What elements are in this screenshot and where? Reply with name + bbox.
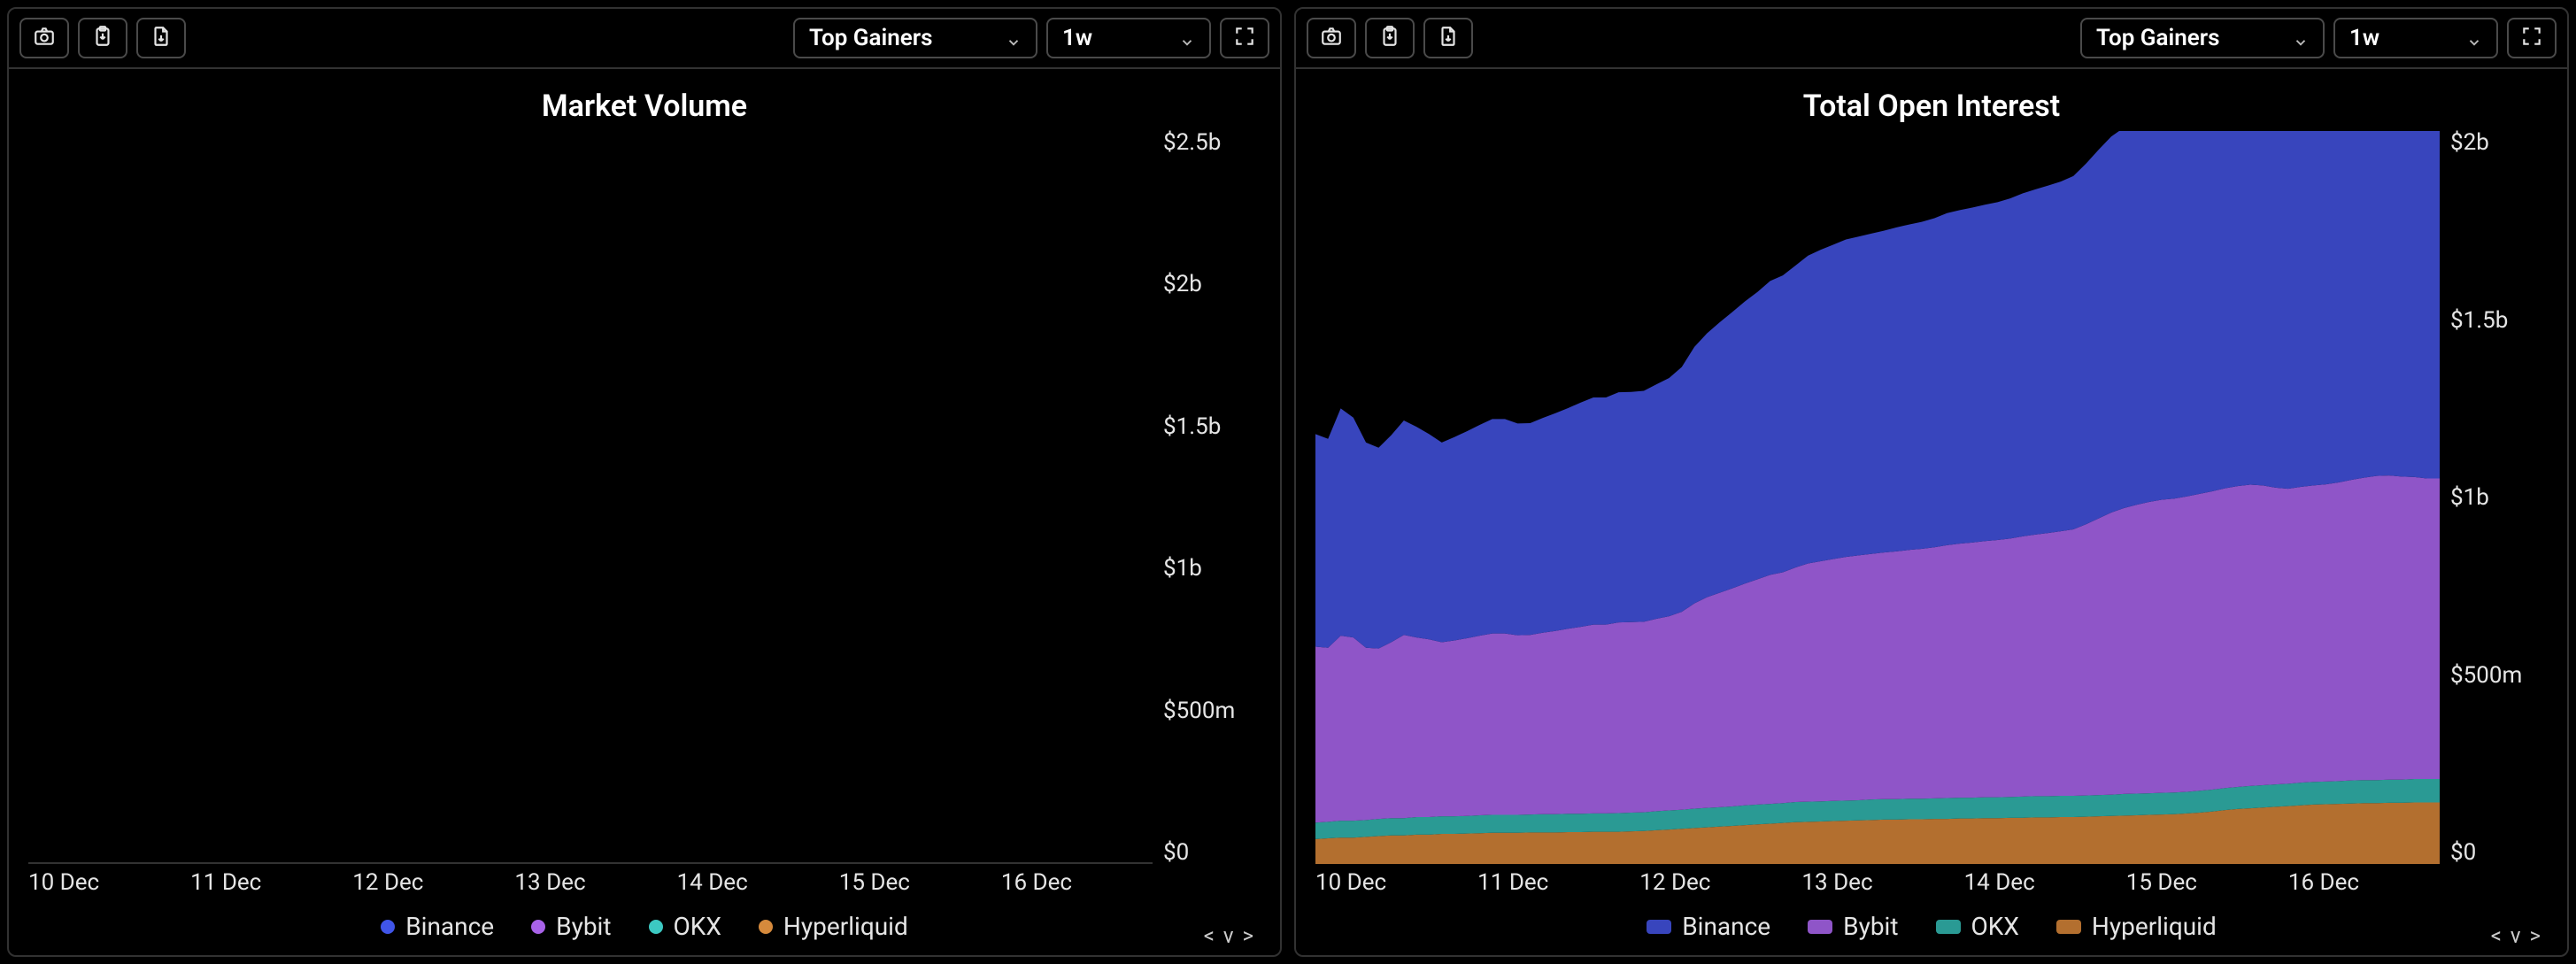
screenshot-button[interactable] — [1307, 18, 1356, 58]
fullscreen-button[interactable] — [2507, 18, 2557, 58]
y-tick-label: $2.5b — [1163, 131, 1261, 154]
x-tick-label: 12 Dec — [352, 869, 514, 896]
y-tick-label: $500m — [1163, 699, 1261, 722]
y-tick-label: $1.5b — [1163, 415, 1261, 438]
timerange-select[interactable]: 1w — [2333, 18, 2498, 58]
camera-icon — [33, 25, 56, 51]
x-tick-label: 14 Dec — [1964, 869, 2126, 896]
dashboard-panels: Top Gainers 1w Market Volume $2.5b$2b$1 — [0, 0, 2576, 964]
legend-swatch — [2056, 920, 2081, 934]
legend-item-binance[interactable]: Binance — [381, 912, 494, 941]
camera-icon — [1320, 25, 1343, 51]
y-tick-label: $1.5b — [2450, 309, 2548, 332]
nav-arrows[interactable]: < v > — [1204, 923, 1255, 948]
file-down-icon — [150, 25, 173, 51]
y-axis-labels: $2b $1.5b $1b $500m $0 — [2440, 131, 2548, 864]
x-tick-label: 11 Dec — [190, 869, 352, 896]
legend-label: Bybit — [1843, 912, 1898, 941]
market-volume-chart — [28, 131, 1153, 864]
x-tick-label: 11 Dec — [1477, 869, 1639, 896]
legend-swatch — [381, 920, 395, 934]
x-axis-labels: 10 Dec11 Dec12 Dec13 Dec14 Dec15 Dec16 D… — [28, 864, 1163, 896]
y-axis-labels: $2.5b $2b $1.5b $1b $500m $0 — [1153, 131, 1261, 864]
y-tick-label: $0 — [1163, 841, 1261, 864]
open-interest-panel: Top Gainers 1w Total Open Interest $2b $1… — [1294, 7, 2569, 957]
legend-swatch — [649, 920, 663, 934]
fullscreen-button[interactable] — [1220, 18, 1269, 58]
x-tick-label: 13 Dec — [514, 869, 676, 896]
screenshot-button[interactable] — [19, 18, 69, 58]
legend-swatch — [1808, 920, 1832, 934]
panel-toolbar: Top Gainers 1w — [1296, 9, 2567, 69]
x-tick-label: 12 Dec — [1639, 869, 1801, 896]
y-tick-label: $2b — [1163, 273, 1261, 296]
x-tick-label: 15 Dec — [2126, 869, 2288, 896]
legend-label: Binance — [1682, 912, 1770, 941]
filter-select[interactable]: Top Gainers — [2080, 18, 2325, 58]
timerange-select-label: 1w — [2349, 25, 2379, 51]
legend-label: Bybit — [556, 912, 611, 941]
chevron-down-icon — [2466, 30, 2482, 46]
timerange-select-label: 1w — [1062, 25, 1092, 51]
panel-toolbar: Top Gainers 1w — [9, 9, 1280, 69]
open-interest-plot-area: $2b $1.5b $1b $500m $0 10 Dec11 Dec12 Dec13 … — [1296, 131, 2567, 955]
clipboard-import-button[interactable] — [78, 18, 127, 58]
timerange-select[interactable]: 1w — [1046, 18, 1211, 58]
file-down-icon — [1437, 25, 1460, 51]
filter-select-label: Top Gainers — [809, 25, 932, 51]
y-tick-label: $1b — [1163, 557, 1261, 580]
y-tick-label: $0 — [2450, 841, 2548, 864]
legend: Binance Bybit OKX Hyperliquid — [28, 896, 1261, 945]
legend-item-hyperliquid[interactable]: Hyperliquid — [2056, 912, 2217, 941]
fullscreen-icon — [2520, 25, 2543, 51]
legend-swatch — [1936, 920, 1961, 934]
x-tick-label: 13 Dec — [1801, 869, 1963, 896]
legend-item-bybit[interactable]: Bybit — [1808, 912, 1898, 941]
legend-item-okx[interactable]: OKX — [1936, 912, 2019, 941]
legend-swatch — [531, 920, 545, 934]
x-tick-label: 14 Dec — [677, 869, 839, 896]
x-tick-label: 15 Dec — [839, 869, 1001, 896]
legend-label: Binance — [405, 912, 494, 941]
chevron-down-icon — [2293, 30, 2309, 46]
legend-item-hyperliquid[interactable]: Hyperliquid — [759, 912, 908, 941]
market-volume-panel: Top Gainers 1w Market Volume $2.5b$2b$1 — [7, 7, 1282, 957]
legend-label: OKX — [674, 912, 721, 941]
chevron-down-icon — [1179, 30, 1195, 46]
chart-title: Total Open Interest — [1296, 69, 2567, 131]
x-tick-label: 10 Dec — [28, 869, 190, 896]
legend-swatch — [1647, 920, 1671, 934]
fullscreen-icon — [1233, 25, 1256, 51]
legend-swatch — [759, 920, 773, 934]
open-interest-chart — [1315, 131, 2440, 864]
chevron-down-icon — [1006, 30, 1022, 46]
clipboard-in-icon — [91, 25, 114, 51]
legend-item-bybit[interactable]: Bybit — [531, 912, 611, 941]
y-tick-label: $500m — [2450, 664, 2548, 687]
legend-label: Hyperliquid — [2092, 912, 2217, 941]
clipboard-import-button[interactable] — [1365, 18, 1415, 58]
market-volume-plot-area: $2.5b $2b $1.5b $1b $500m $0 10 Dec11 Dec12 D… — [9, 131, 1280, 955]
legend-item-okx[interactable]: OKX — [649, 912, 721, 941]
legend-label: OKX — [1971, 912, 2019, 941]
file-export-button[interactable] — [1423, 18, 1473, 58]
legend: Binance Bybit OKX Hyperliquid — [1315, 896, 2548, 945]
file-export-button[interactable] — [136, 18, 186, 58]
x-tick-label: 16 Dec — [1001, 869, 1163, 896]
x-tick-label: 10 Dec — [1315, 869, 1477, 896]
x-tick-label: 16 Dec — [2288, 869, 2450, 896]
clipboard-in-icon — [1378, 25, 1401, 51]
legend-label: Hyperliquid — [783, 912, 908, 941]
y-tick-label: $2b — [2450, 131, 2548, 154]
chart-title: Market Volume — [9, 69, 1280, 131]
nav-arrows[interactable]: < v > — [2491, 923, 2542, 948]
filter-select[interactable]: Top Gainers — [793, 18, 1037, 58]
y-tick-label: $1b — [2450, 486, 2548, 509]
filter-select-label: Top Gainers — [2096, 25, 2219, 51]
x-axis-labels: 10 Dec11 Dec12 Dec13 Dec14 Dec15 Dec16 D… — [1315, 864, 2450, 896]
legend-item-binance[interactable]: Binance — [1647, 912, 1770, 941]
